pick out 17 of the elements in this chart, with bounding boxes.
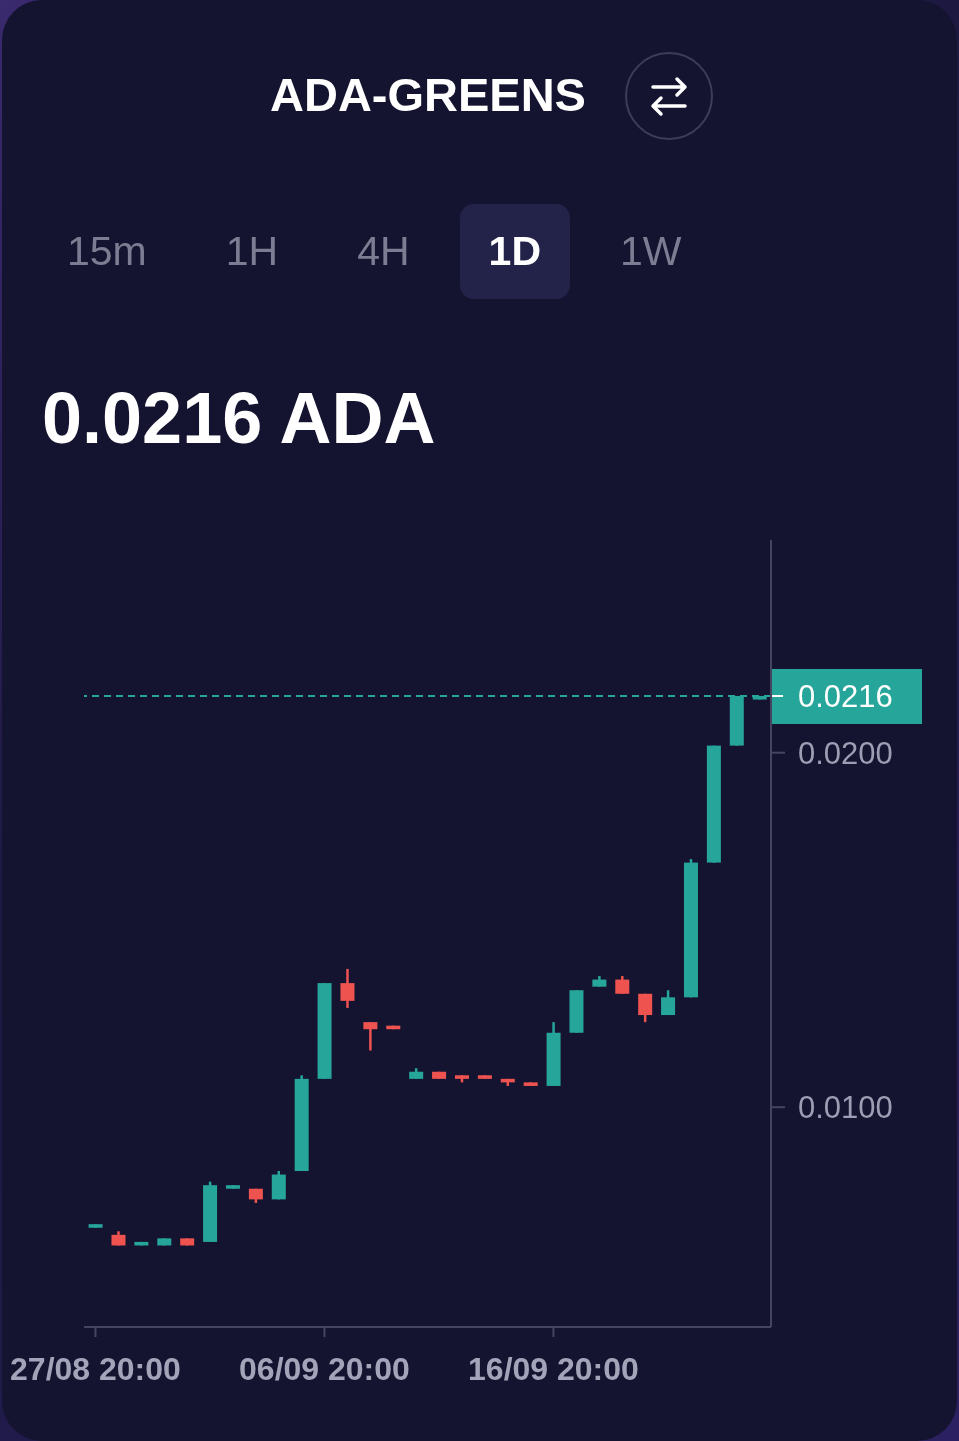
y-tick-label: 0.0100 [798, 1090, 893, 1126]
text: 4H [356, 227, 411, 276]
chart-title: ADA-GREENS [270, 67, 586, 123]
chart-subtitle: 0.0216 ADA [42, 378, 436, 458]
text: 15m [66, 227, 148, 276]
text: 1D [459, 204, 571, 299]
x-tick-label: 06/09 20:00 [239, 1351, 410, 1387]
candlestick [661, 988, 676, 1017]
y-tick-label: 0.0200 [798, 735, 893, 771]
candlestick [363, 1020, 378, 1052]
ref-line-label: 0.0216 [798, 678, 893, 714]
candlestick [638, 992, 653, 1024]
text: 1H [224, 227, 280, 276]
x-tick-label: 16/09 20:00 [468, 1351, 639, 1387]
x-tick-label: 27/08 20:00 [10, 1351, 181, 1387]
text: 1W [619, 227, 683, 276]
candlestick [340, 967, 355, 1010]
